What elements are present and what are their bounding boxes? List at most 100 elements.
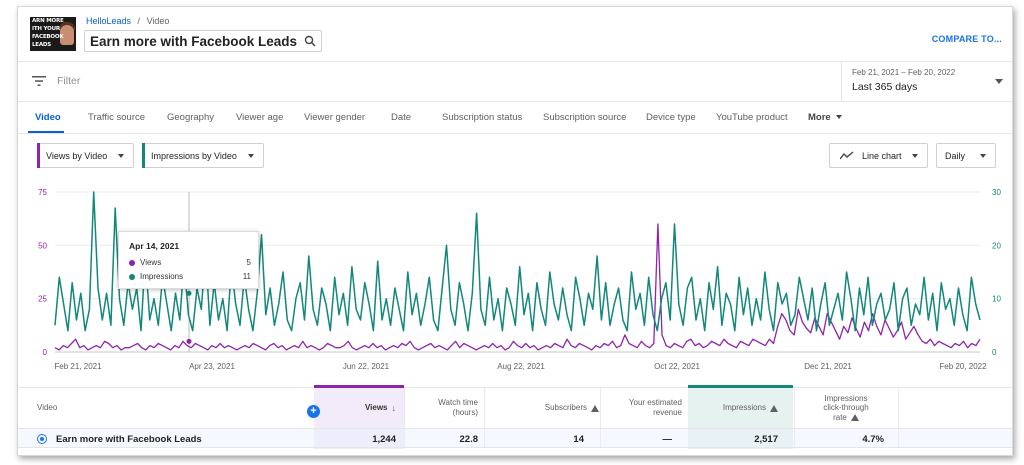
add-metric-button[interactable]: + — [307, 405, 320, 418]
date-range-label: Last 365 days — [852, 81, 918, 93]
breadcrumb: HelloLeads / Video — [86, 16, 169, 26]
tooltip-views-value: 5 — [246, 258, 251, 267]
chevron-down-icon — [835, 115, 842, 120]
tab-subscription-status[interactable]: Subscription status — [442, 112, 523, 123]
tab-date[interactable]: Date — [391, 112, 412, 123]
thumbnail-text-3: FACEBOOK — [32, 34, 64, 40]
left-axis-tick-label: 50 — [38, 241, 47, 250]
interval-dropdown[interactable]: Daily — [936, 143, 996, 168]
right-axis-tick-label: 30 — [992, 188, 1001, 197]
chart-tooltip: Apr 14, 2021 Views 5 Impressions 11 — [118, 231, 259, 289]
tab-viewer-gender[interactable]: Viewer gender — [304, 112, 366, 123]
impressions-column-highlight — [688, 385, 793, 449]
header-impressions[interactable]: Impressions — [688, 388, 778, 428]
tab-device-type[interactable]: Device type — [646, 112, 696, 123]
impressions-legend-dot — [129, 274, 135, 280]
header-watch-time-1: Watch time — [438, 398, 478, 408]
row-views: 1,244 — [372, 434, 396, 445]
tab-viewer-age[interactable]: Viewer age — [236, 112, 284, 123]
impressions-series-line — [54, 191, 981, 332]
warning-icon — [591, 404, 599, 412]
column-divider — [794, 388, 795, 448]
video-thumbnail[interactable]: ARN MORE ITH YOUR FACEBOOK LEADS — [30, 17, 76, 51]
metrics-table: + Video Views ↓ Watch time (hours) Subscri… — [18, 385, 1012, 455]
column-divider — [898, 388, 899, 448]
table-row[interactable]: Earn more with Facebook Leads 1,244 22.8… — [18, 428, 1012, 448]
tab-more[interactable]: More — [808, 112, 842, 123]
header-watch-time-2: (hours) — [452, 408, 478, 417]
metric1-dropdown[interactable]: Views by Video — [37, 143, 134, 168]
header-video: Video — [37, 403, 58, 413]
row-video-title[interactable]: Earn more with Facebook Leads — [56, 434, 202, 445]
header-ctr-1: Impressions — [824, 393, 868, 403]
chart-type-dropdown[interactable]: Line chart — [829, 143, 928, 168]
header-subscribers-label: Subscribers — [544, 403, 587, 413]
thumbnail-face — [60, 25, 74, 45]
left-axis-tick-label: 0 — [43, 348, 48, 357]
views-hover-point — [186, 338, 192, 344]
right-axis-tick-label: 10 — [992, 295, 1001, 304]
tooltip-impressions-value: 11 — [242, 272, 251, 281]
x-axis-tick-label: Oct 22, 2021 — [654, 362, 700, 371]
metric2-dropdown[interactable]: Impressions by Video — [142, 143, 264, 168]
filter-input[interactable]: Filter — [57, 75, 81, 87]
left-axis-tick-label: 75 — [38, 188, 47, 197]
header-ctr-3: rate — [833, 412, 847, 422]
column-divider — [600, 388, 601, 448]
row-subscribers: 14 — [573, 434, 584, 445]
metric1-label: Views by Video — [46, 150, 108, 161]
chevron-down-icon — [248, 154, 254, 158]
x-axis-tick-label: Apr 23, 2021 — [189, 362, 235, 371]
date-range-selector[interactable]: Feb 21, 2021 – Feb 20, 2022 Last 365 day… — [841, 62, 1012, 102]
header-watch-time[interactable]: Watch time (hours) — [404, 388, 478, 428]
thumbnail-text-2: ITH YOUR — [32, 26, 60, 32]
video-selector[interactable]: Earn more with Facebook Leads — [84, 30, 323, 52]
line-chart-icon — [840, 151, 854, 160]
tab-video[interactable]: Video — [35, 112, 61, 123]
header-ctr-2: click-through — [823, 403, 869, 413]
header-subscribers[interactable]: Subscribers — [484, 388, 599, 428]
views-column-highlight — [314, 385, 404, 449]
breadcrumb-separator: / — [137, 16, 141, 26]
chevron-down-icon — [980, 154, 986, 158]
tooltip-impressions-label: Impressions — [140, 272, 184, 281]
chart-type-label: Line chart — [862, 150, 902, 161]
chevron-down-icon — [118, 154, 124, 158]
tab-youtube-product[interactable]: YouTube product — [716, 112, 788, 123]
right-axis-tick-label: 0 — [992, 348, 997, 357]
views-series-line — [54, 223, 981, 351]
row-ctr: 4.7% — [862, 434, 884, 445]
tooltip-views-label: Views — [140, 258, 162, 267]
interval-label: Daily — [945, 150, 966, 161]
tab-subscription-source[interactable]: Subscription source — [543, 112, 627, 123]
video-title: Earn more with Facebook Leads — [90, 33, 298, 49]
date-range-text: Feb 21, 2021 – Feb 20, 2022 — [852, 68, 956, 77]
tab-geography[interactable]: Geography — [167, 112, 215, 123]
tooltip-date: Apr 14, 2021 — [129, 241, 180, 251]
row-select-radio[interactable] — [37, 434, 47, 444]
metric2-label: Impressions by Video — [151, 150, 237, 161]
thumbnail-text-4: LEADS — [32, 42, 52, 48]
breadcrumb-channel[interactable]: HelloLeads — [86, 16, 132, 26]
row-impressions: 2,517 — [754, 434, 778, 445]
filter-bar: Filter Feb 21, 2021 – Feb 20, 2022 Last … — [18, 61, 1012, 102]
x-axis-tick-label: Dec 21, 2021 — [804, 362, 852, 371]
warning-icon — [770, 404, 778, 412]
header-revenue[interactable]: Your estimated revenue — [602, 388, 682, 428]
column-divider — [404, 388, 405, 448]
sort-down-icon: ↓ — [391, 402, 397, 413]
compare-button[interactable]: COMPARE TO... — [931, 34, 1002, 44]
x-axis-tick-label: Feb 21, 2021 — [54, 362, 102, 371]
header-views[interactable]: Views ↓ — [314, 388, 396, 428]
dimension-tabs: Video Traffic source Geography Viewer ag… — [18, 102, 1012, 134]
filter-icon[interactable] — [32, 75, 46, 87]
search-icon — [304, 35, 316, 47]
header: ARN MORE ITH YOUR FACEBOOK LEADS HelloLe… — [18, 7, 1012, 61]
tab-traffic-source[interactable]: Traffic source — [88, 112, 146, 123]
header-ctr[interactable]: Impressions click-through rate — [798, 388, 894, 428]
tab-more-label: More — [808, 112, 831, 123]
analytics-window: ARN MORE ITH YOUR FACEBOOK LEADS HelloLe… — [17, 6, 1013, 456]
header-revenue-2: revenue — [653, 408, 682, 417]
header-impressions-label: Impressions — [722, 403, 766, 413]
x-axis-tick-label: Aug 22, 2021 — [497, 362, 545, 371]
